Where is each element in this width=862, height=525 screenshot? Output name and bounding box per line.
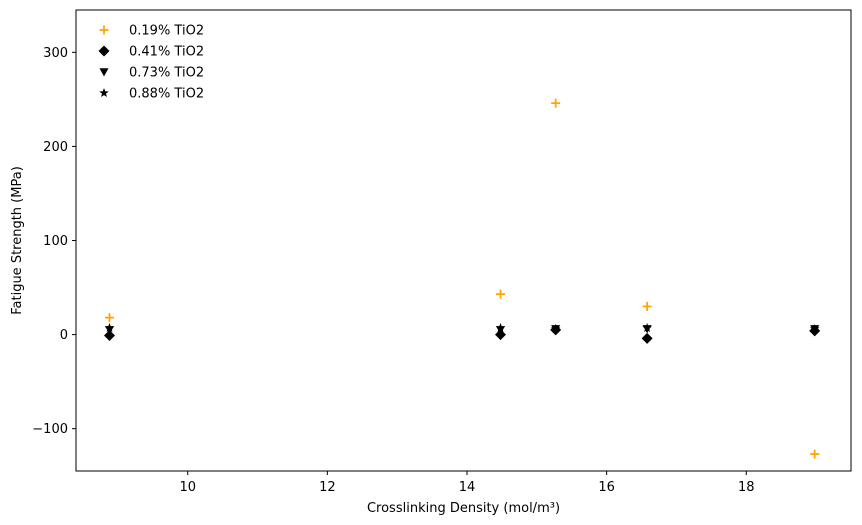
legend: 0.19% TiO2 0.41% TiO2 0.73% TiO2 0.88% TiO2 (98, 24, 204, 102)
legend-label: 0.19% TiO2 (129, 24, 204, 39)
legend-marker (99, 88, 109, 98)
data-point (641, 332, 653, 344)
x-tick-label: 14 (459, 480, 476, 495)
x-tick-label: 12 (319, 480, 336, 495)
x-tick-label: 18 (738, 480, 755, 495)
data-point (809, 323, 820, 333)
y-axis-ticks: −100 0 100 200 300 (32, 46, 76, 437)
data-point (642, 301, 652, 311)
legend-marker (98, 45, 110, 57)
legend-marker (99, 25, 109, 35)
data-point (104, 330, 116, 342)
x-tick-label: 10 (179, 480, 196, 495)
data-point (642, 323, 652, 333)
y-tick-label: −100 (32, 422, 68, 437)
data-point (495, 323, 506, 333)
data-point (105, 313, 115, 323)
data-point (104, 323, 115, 333)
series-0 (105, 98, 820, 459)
data-point (496, 289, 506, 299)
y-tick-label: 0 (60, 328, 68, 343)
data-point (550, 323, 561, 333)
y-tick-label: 200 (43, 140, 68, 155)
legend-marker (99, 68, 109, 77)
x-tick-label: 16 (598, 480, 615, 495)
series-1 (104, 324, 821, 344)
series-2 (105, 325, 820, 335)
x-axis-label: Crosslinking Density (mol/m³) (367, 501, 560, 516)
data-point (551, 98, 561, 108)
x-axis-ticks: 10 12 14 16 18 (179, 471, 755, 495)
y-tick-label: 100 (43, 234, 68, 249)
series-3 (104, 323, 820, 333)
legend-label: 0.73% TiO2 (129, 66, 204, 81)
data-points (104, 98, 821, 459)
y-axis-label: Fatigue Strength (MPa) (10, 166, 25, 315)
legend-label: 0.41% TiO2 (129, 45, 204, 60)
y-tick-label: 300 (43, 46, 68, 61)
legend-label: 0.88% TiO2 (129, 87, 204, 102)
data-point (810, 449, 820, 459)
